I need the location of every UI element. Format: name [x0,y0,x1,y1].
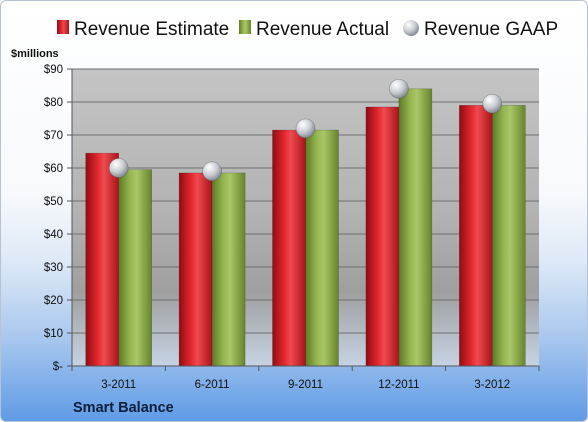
marker-revenue-gaap [482,93,503,114]
legend-item-revenue-actual: Revenue Actual [239,19,389,40]
y-tick-label: $90 [44,64,63,76]
bar-revenue-actual [491,105,526,367]
marker-revenue-gaap [202,161,222,182]
legend-label: Revenue Estimate [74,19,229,40]
marker-revenue-gaap [295,118,316,139]
y-axis: $- $10 $20 $30 $40 $50 $60 $70 $80 $90 [44,64,73,373]
y-tick-label: $20 [44,295,63,307]
bar-revenue-estimate [458,105,493,367]
y-tick-label: $10 [44,328,63,340]
company-name: Smart Balance [73,400,174,416]
bar-revenue-estimate [178,172,213,367]
y-tick-label: $60 [44,163,63,175]
x-axis: 3-2011 6-2011 9-2011 12-2011 3-2012 [71,365,540,391]
x-tick-label: 3-2012 [474,379,510,391]
bar-revenue-actual [305,129,339,367]
y-tick-label: $40 [44,229,63,241]
gaap-markers [108,79,503,182]
y-tick-label: $30 [44,262,63,274]
bar-revenue-actual [398,88,433,367]
bar-revenue-estimate [365,106,400,367]
marker-revenue-gaap [389,79,409,99]
y-tick-label: $- [53,361,63,373]
legend-label: Revenue Actual [256,19,389,40]
y-tick-label: $50 [44,196,63,208]
legend-swatch-gaap [403,20,419,36]
bar-revenue-estimate [272,129,306,367]
x-tick-label: 12-2011 [378,379,419,391]
bar-revenue-actual [118,169,152,367]
legend-swatch-estimate [57,20,69,34]
legend-swatch-actual [239,20,251,34]
bars [85,88,526,367]
y-tick-label: $80 [44,97,63,109]
x-tick-label: 9-2011 [288,379,323,391]
x-tick-label: 6-2011 [195,379,230,391]
legend: Revenue Estimate Revenue Actual Revenue … [57,19,558,40]
legend-item-revenue-estimate: Revenue Estimate [57,19,229,40]
bar-revenue-actual [211,172,246,367]
y-tick-label: $70 [44,130,63,142]
marker-revenue-gaap [108,158,129,178]
x-tick-label: 3-2011 [101,379,136,391]
legend-label: Revenue GAAP [424,19,558,40]
legend-item-revenue-gaap: Revenue GAAP [403,19,558,40]
unit-label: $millions [11,48,59,60]
bar-revenue-estimate [85,152,119,367]
